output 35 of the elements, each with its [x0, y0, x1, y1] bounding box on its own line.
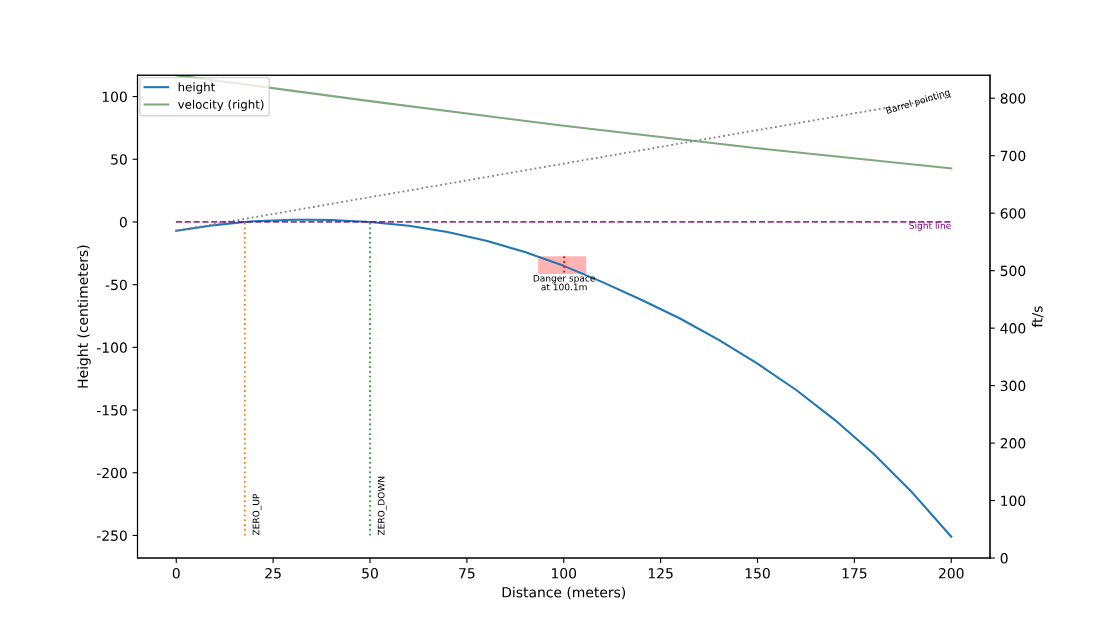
y2-tick-label: 800: [1000, 93, 1026, 104]
y2-tick-label: 100: [1001, 495, 1026, 507]
y2-tick-label: 600: [1000, 208, 1026, 219]
y-tick-label: -250: [96, 530, 127, 541]
x-tick-label: 150: [745, 568, 770, 579]
text: ZERO_UP: [252, 493, 262, 536]
y2-tick-label: 400: [1000, 323, 1026, 334]
legend-label: height: [178, 82, 215, 94]
x-tick-label: 25: [265, 568, 281, 579]
y2-tick-label: 200: [1000, 438, 1026, 449]
y-tick-label: -100: [96, 342, 127, 353]
x-tick-label: 0: [172, 568, 180, 579]
x-tick-label: 100: [552, 568, 577, 579]
text: ZERO_DOWN: [377, 476, 387, 536]
y-tick-label: -150: [96, 405, 127, 416]
y-tick-label: 100: [102, 91, 127, 103]
y2-tick-label: 700: [1000, 150, 1026, 162]
y2-axis-title: ft/s: [1031, 306, 1044, 328]
y2-tick-label: 300: [1000, 380, 1026, 392]
y-tick-label: -200: [96, 467, 127, 479]
x-axis-title: Distance (meters): [502, 586, 626, 600]
y2-tick-label: 0: [1000, 553, 1008, 564]
ref-line-label: Sight line: [909, 221, 951, 231]
y2-tick-label: 500: [1000, 265, 1026, 277]
y-tick-label: 50: [111, 154, 127, 165]
y-tick-label: -50: [105, 279, 127, 291]
y-tick-label: 0: [119, 216, 127, 228]
legend-label: velocity (right): [177, 99, 264, 112]
x-tick-label: 125: [648, 568, 673, 579]
x-tick-label: 50: [362, 568, 378, 579]
annotation: Danger space at 100.1m: [533, 274, 595, 291]
y-axis-title: Height (centimeters): [77, 245, 91, 388]
x-tick-label: 75: [459, 568, 475, 579]
x-tick-label: 200: [939, 568, 964, 579]
x-tick-label: 175: [842, 568, 867, 579]
